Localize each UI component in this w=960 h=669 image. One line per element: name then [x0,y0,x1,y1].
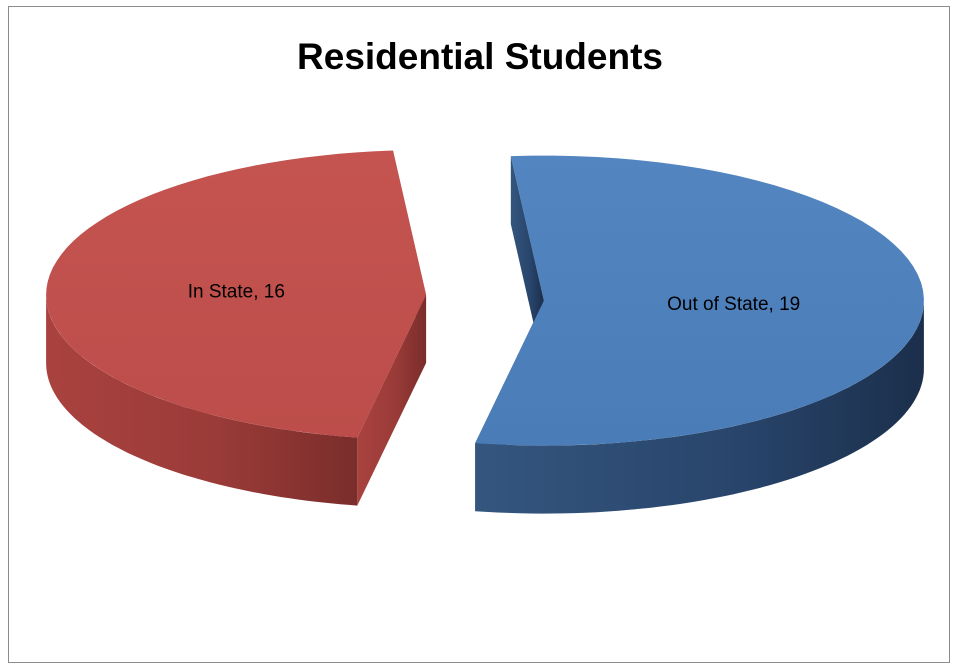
chart-title: Residential Students [297,36,663,77]
slice-side-out-of-state [475,300,924,514]
pie-slice-out-of-state: Out of State, 19 [475,155,924,514]
slice-cut-face-out-of-state [510,156,544,369]
slice-side-in-state [46,295,358,506]
slice-top-in-state [46,150,427,438]
data-label-in-state: In State, 16 [188,282,285,303]
slice-top-out-of-state [475,155,924,446]
data-label-out-of-state: Out of State, 19 [667,294,800,315]
pie-slice-in-state: In State, 16 [46,150,427,506]
slice-cut-face-in-state [357,294,427,506]
pie-slices: In State, 16 Out of State, 19 [46,150,924,514]
